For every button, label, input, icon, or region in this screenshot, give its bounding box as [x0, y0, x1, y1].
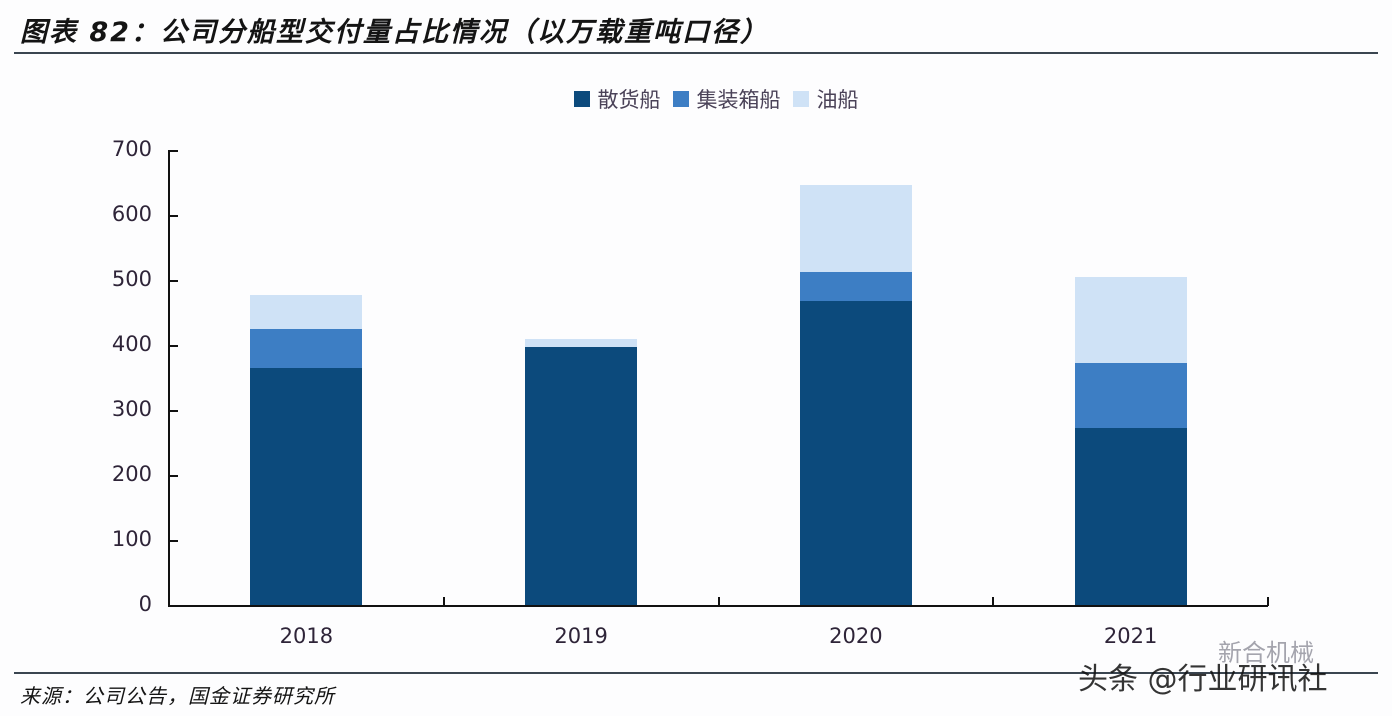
- x-tick: [717, 597, 720, 606]
- y-tick-label: 400: [111, 332, 152, 356]
- bar-segment: [250, 328, 363, 368]
- y-tick: [168, 215, 178, 217]
- y-tick-label: 100: [111, 527, 152, 551]
- y-tick-label: 700: [111, 137, 152, 161]
- legend-item-bulk: 散货船: [573, 84, 661, 114]
- legend-swatch-tanker: [792, 91, 809, 107]
- title-divider: [14, 52, 1378, 54]
- x-tick: [442, 597, 445, 606]
- y-tick-label: 0: [138, 592, 152, 616]
- bar-segment: [799, 300, 912, 605]
- legend-item-container: 集装箱船: [672, 84, 781, 114]
- x-tick-label: 2019: [554, 624, 608, 648]
- bar-segment: [250, 367, 363, 605]
- y-tick: [168, 280, 178, 282]
- y-tick: [168, 345, 178, 347]
- legend-item-tanker: 油船: [792, 84, 859, 114]
- y-axis: [168, 150, 170, 606]
- bar-stack-2021: [1074, 276, 1187, 605]
- y-tick: [168, 605, 178, 607]
- legend-label: 集装箱船: [696, 88, 781, 112]
- chart-title: 图表 82：公司分船型交付量占比情况（以万载重吨口径）: [20, 17, 769, 48]
- bar-segment: [1074, 428, 1187, 605]
- bar-segment: [1074, 363, 1187, 429]
- legend: 散货船 集装箱船 油船: [0, 84, 1392, 114]
- bar-stack-2020: [799, 185, 912, 605]
- y-tick: [168, 540, 178, 542]
- bar-segment: [799, 185, 912, 273]
- source-note: 来源：公司公告，国金证券研究所: [20, 684, 335, 708]
- bar-segment: [525, 346, 638, 605]
- bar-segment: [250, 294, 363, 329]
- bar-stack-2018: [250, 294, 363, 605]
- x-axis: [168, 605, 1268, 607]
- bar-segment: [525, 339, 638, 347]
- bar-segment: [799, 272, 912, 301]
- y-tick-label: 300: [111, 397, 152, 421]
- x-tick-label: 2020: [829, 624, 883, 648]
- bar-stack-2019: [525, 339, 638, 605]
- legend-label: 散货船: [597, 88, 661, 112]
- bar-segment: [1074, 276, 1187, 364]
- y-tick: [168, 475, 178, 477]
- y-tick-label: 500: [111, 267, 152, 291]
- x-tick-label: 2018: [279, 624, 334, 648]
- watermark: 头条 @行业研讯社: [1078, 662, 1328, 697]
- legend-swatch-bulk: [573, 91, 590, 107]
- x-tick: [1267, 597, 1269, 606]
- y-tick-label: 200: [111, 462, 152, 486]
- legend-swatch-container: [672, 91, 689, 107]
- watermark-secondary: 新合机械: [1218, 639, 1314, 667]
- footer-divider: [14, 672, 1378, 674]
- x-tick-label: 2021: [1103, 624, 1158, 648]
- y-tick: [168, 410, 178, 412]
- legend-label: 油船: [816, 88, 859, 112]
- x-tick: [992, 597, 995, 606]
- y-tick-label: 600: [111, 202, 152, 226]
- y-tick: [168, 150, 178, 152]
